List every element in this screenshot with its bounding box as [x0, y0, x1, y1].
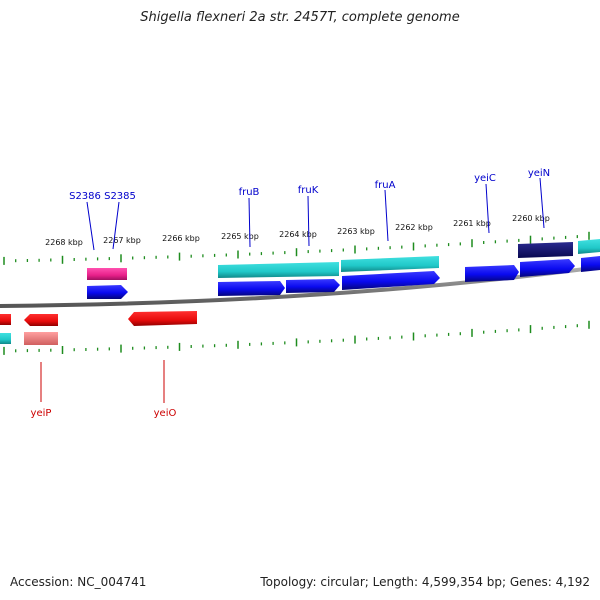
scale-label-2264: 2264 kbp — [279, 230, 317, 239]
leader-line-s2385 — [112, 201, 120, 250]
scale-ticks-upper — [3, 231, 590, 265]
leader-line-s2386 — [86, 201, 95, 251]
gene-label-yeip: yeiP — [31, 408, 52, 419]
gene-label-yein: yeiN — [528, 168, 550, 179]
leader-line-frua — [384, 189, 389, 242]
gene-arrow-fruk — [286, 279, 340, 293]
scale-label-2268: 2268 kbp — [45, 238, 83, 247]
leader-line-frub — [248, 197, 251, 248]
gene-label-frua: fruA — [375, 180, 396, 191]
gene-block-salmon — [24, 332, 58, 345]
scale-label-2262: 2262 kbp — [395, 223, 433, 232]
gene-arrow-reverse-edge — [0, 314, 11, 325]
gene-label-fruk: fruK — [298, 185, 319, 196]
leader-line-fruk — [307, 195, 310, 247]
gene-label-frub: fruB — [239, 187, 260, 198]
scale-ticks-lower — [3, 320, 590, 355]
gene-label-s2385: S2385 — [104, 191, 136, 202]
gene-block-pink — [87, 268, 127, 280]
gene-block-navy — [518, 242, 573, 258]
gene-label-yeio: yeiO — [154, 408, 177, 419]
scale-label-2266: 2266 kbp — [162, 234, 200, 243]
gene-arrow-yeio — [128, 311, 197, 326]
gene-arrow-yein — [520, 259, 575, 277]
scale-label-2263: 2263 kbp — [337, 227, 375, 236]
scale-label-2267: 2267 kbp — [103, 236, 141, 245]
leader-line-yein — [539, 177, 545, 229]
gene-arrow-s2385 — [87, 285, 128, 299]
gene-arrow-frua — [342, 271, 440, 290]
gene-block-cyan-2 — [341, 256, 439, 272]
scale-label-2265: 2265 kbp — [221, 232, 259, 241]
gene-label-yeic: yeiC — [474, 173, 496, 184]
gene-arrow-yeip — [24, 314, 58, 326]
gene-block-cyan-3 — [578, 239, 600, 254]
gene-block-cyan-1 — [218, 262, 339, 278]
topology-text: Topology: circular; Length: 4,599,354 bp… — [260, 575, 590, 589]
gene-block-cyan-reverse — [0, 333, 11, 344]
map-title: Shigella flexneri 2a str. 2457T, complet… — [140, 10, 460, 25]
accession-text: Accession: NC_004741 — [10, 575, 147, 589]
scale-label-2260: 2260 kbp — [512, 214, 550, 223]
scale-label-2261: 2261 kbp — [453, 219, 491, 228]
gene-label-s2386: S2386 — [69, 191, 101, 202]
leader-line-yeic — [485, 183, 490, 234]
gene-arrow-frub — [218, 281, 285, 296]
gene-arrow-edge — [581, 256, 600, 272]
gene-arrow-yeic — [465, 265, 519, 282]
